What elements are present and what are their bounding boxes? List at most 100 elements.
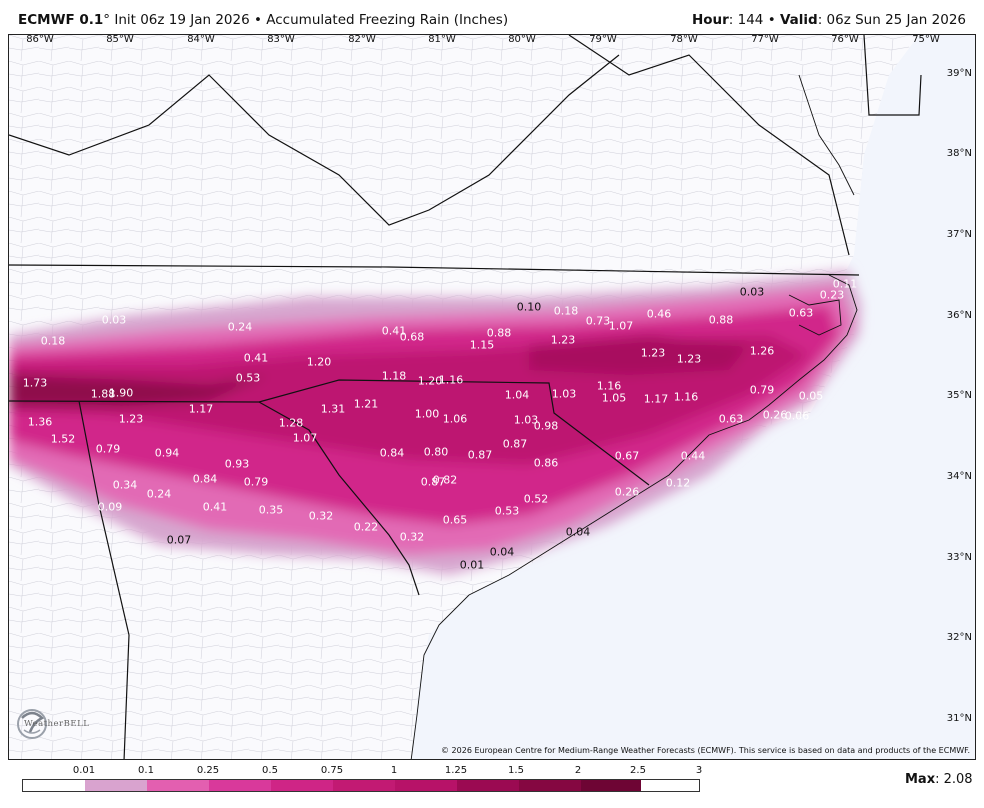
point-value: 0.18 xyxy=(40,334,66,348)
lon-label: 86°W xyxy=(26,34,54,45)
point-value: 1.15 xyxy=(469,338,495,352)
point-value: 0.26 xyxy=(762,408,788,422)
point-value: 0.22 xyxy=(353,520,379,534)
point-value: 1.16 xyxy=(673,390,699,404)
lat-label: 31°N xyxy=(946,713,972,724)
valid-time: : 06z Sun 25 Jan 2026 xyxy=(817,12,966,28)
point-value: 0.80 xyxy=(423,445,449,459)
freezing-rain-field xyxy=(9,270,861,575)
max-value: Max: 2.08 xyxy=(905,772,973,787)
point-value: 1.07 xyxy=(292,431,318,445)
point-value: 1.36 xyxy=(27,415,53,429)
lat-label: 35°N xyxy=(946,390,972,401)
point-value: 1.21 xyxy=(353,397,379,411)
point-value: 1.03 xyxy=(513,413,539,427)
lat-label: 34°N xyxy=(946,471,972,482)
point-value: 0.23 xyxy=(819,288,845,302)
colorbar-segment xyxy=(209,780,271,791)
point-value: 0.94 xyxy=(154,446,180,460)
map[interactable] xyxy=(8,34,976,760)
model-name: ECMWF 0.1 xyxy=(18,12,104,28)
point-value: 0.24 xyxy=(227,320,253,334)
point-value: 0.06 xyxy=(784,409,810,423)
logo-text: WeatherBELL xyxy=(24,719,90,729)
point-value: 0.05 xyxy=(798,389,824,403)
lon-label: 79°W xyxy=(589,34,617,45)
lon-label: 84°W xyxy=(187,34,215,45)
point-value: 0.26 xyxy=(614,485,640,499)
lon-label: 82°W xyxy=(348,34,376,45)
point-value: 0.53 xyxy=(235,371,261,385)
point-value: 0.04 xyxy=(489,545,515,559)
lon-label: 77°W xyxy=(751,34,779,45)
point-value: 1.31 xyxy=(320,402,346,416)
point-value: 1.23 xyxy=(640,346,666,360)
point-value: 1.23 xyxy=(676,352,702,366)
lat-label: 39°N xyxy=(946,68,972,79)
point-value: 1.18 xyxy=(381,369,407,383)
ocean xyxy=(411,35,975,759)
point-value: 0.82 xyxy=(432,473,458,487)
lon-label: 83°W xyxy=(267,34,295,45)
point-value: 0.44 xyxy=(680,449,706,463)
colorbar-label: 0.75 xyxy=(320,765,344,776)
point-value: 0.98 xyxy=(533,419,559,433)
lon-label: 80°W xyxy=(508,34,536,45)
point-value: 0.87 xyxy=(502,437,528,451)
point-value: 0.09 xyxy=(97,500,123,514)
lon-label: 81°W xyxy=(428,34,456,45)
colorbar-label: 2.5 xyxy=(630,765,646,776)
point-value: 0.24 xyxy=(146,487,172,501)
colorbar-label: 0.1 xyxy=(138,765,154,776)
lon-label: 76°W xyxy=(831,34,859,45)
point-value: 0.79 xyxy=(243,475,269,489)
lon-label: 75°W xyxy=(912,34,940,45)
point-value: 1.17 xyxy=(643,392,669,406)
lon-label: 78°W xyxy=(670,34,698,45)
point-value: 1.26 xyxy=(749,344,775,358)
point-value: 0.41 xyxy=(202,500,228,514)
colorbar-segment xyxy=(395,780,457,791)
point-value: 0.34 xyxy=(112,478,138,492)
lat-label: 38°N xyxy=(946,148,972,159)
point-value: 0.10 xyxy=(516,300,542,314)
point-value: 0.04 xyxy=(565,525,591,539)
colorbar-label: 0.01 xyxy=(72,765,96,776)
valid-info: Hour: 144 • Valid: 06z Sun 25 Jan 2026 xyxy=(691,12,966,28)
colorbar-label: 0.25 xyxy=(196,765,220,776)
point-value: 0.73 xyxy=(585,314,611,328)
point-value: 0.32 xyxy=(308,509,334,523)
point-value: 0.41 xyxy=(381,324,407,338)
point-value: 0.18 xyxy=(553,304,579,318)
colorbar-segment xyxy=(85,780,147,791)
point-value: 1.88 xyxy=(90,387,116,401)
point-value: 1.04 xyxy=(504,388,530,402)
header-title: ECMWF 0.1° Init 06z 19 Jan 2026 • Accumu… xyxy=(18,12,509,28)
point-value: 0.88 xyxy=(708,313,734,327)
point-value: 0.84 xyxy=(192,472,218,486)
colorbar-segment xyxy=(147,780,209,791)
point-value: 0.63 xyxy=(718,412,744,426)
point-value: 1.28 xyxy=(278,416,304,430)
lat-label: 33°N xyxy=(946,552,972,563)
point-value: 0.65 xyxy=(442,513,468,527)
point-value: 0.84 xyxy=(379,446,405,460)
point-value: 0.11 xyxy=(832,277,858,291)
point-value: 0.79 xyxy=(749,383,775,397)
point-value: 0.67 xyxy=(614,449,640,463)
point-value: 0.53 xyxy=(494,504,520,518)
map-canvas xyxy=(9,35,975,759)
point-value: 0.87 xyxy=(420,475,446,489)
point-value: 1.20 xyxy=(417,374,443,388)
point-value: 1.07 xyxy=(608,319,634,333)
point-value: 1.52 xyxy=(50,432,76,446)
point-value: 1.73 xyxy=(22,376,48,390)
colorbar-segment xyxy=(581,780,641,791)
point-value: 0.03 xyxy=(101,313,127,327)
state-borders xyxy=(9,35,922,759)
point-value: 1.06 xyxy=(442,412,468,426)
product-name: Accumulated Freezing Rain (Inches) xyxy=(266,12,509,28)
point-value: 1.90 xyxy=(108,386,134,400)
point-value: 0.93 xyxy=(224,457,250,471)
copyright-notice: © 2026 European Centre for Medium-Range … xyxy=(441,746,970,755)
